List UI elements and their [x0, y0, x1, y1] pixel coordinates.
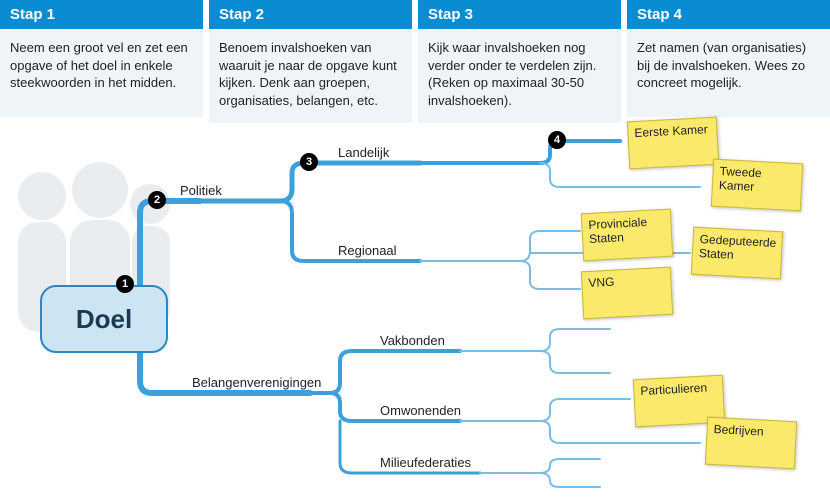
step-2: Stap 2 Benoem invalshoeken van waaruit j…: [209, 0, 412, 123]
sticky-eerste-kamer: Eerste Kamer: [627, 117, 719, 170]
branch-politiek: Politiek: [178, 183, 224, 198]
sticky-tweede-kamer: Tweede Kamer: [711, 159, 803, 212]
step-4: Stap 4 Zet namen (van organisaties) bij …: [627, 0, 830, 123]
sticky-vng: VNG: [581, 267, 673, 320]
root-node: Doel: [40, 285, 168, 353]
root-label: Doel: [76, 304, 132, 335]
branch-landelijk: Landelijk: [336, 145, 391, 160]
step-3-title: Stap 3: [418, 0, 621, 29]
step-1-body: Neem een groot vel en zet een opgave of …: [0, 29, 203, 117]
step-3: Stap 3 Kijk waar invalshoeken nog verder…: [418, 0, 621, 123]
sticky-bedrijven: Bedrijven: [705, 417, 797, 470]
sticky-prov-staten: Provinciale Staten: [581, 209, 673, 262]
steps-row: Stap 1 Neem een groot vel en zet een opg…: [0, 0, 830, 123]
step-2-body: Benoem invalshoeken van waaruit je naar …: [209, 29, 412, 123]
branch-milieu: Milieufederaties: [378, 455, 473, 470]
sticky-gedep-staten: Gedeputeerde Staten: [691, 227, 783, 280]
mindmap-diagram: Doel 1 2 3 4 Politiek Landelijk Regionaa…: [0, 123, 830, 503]
step-4-title: Stap 4: [627, 0, 830, 29]
step-2-title: Stap 2: [209, 0, 412, 29]
step-1-title: Stap 1: [0, 0, 203, 29]
step-4-body: Zet namen (van organisaties) bij de inva…: [627, 29, 830, 117]
step-3-body: Kijk waar invalshoeken nog verder onder …: [418, 29, 621, 123]
branch-vakbonden: Vakbonden: [378, 333, 447, 348]
branch-omwonenden: Omwonenden: [378, 403, 463, 418]
step-1: Stap 1 Neem een groot vel en zet een opg…: [0, 0, 203, 123]
branch-belangen: Belangenverenigingen: [190, 375, 323, 390]
branch-regionaal: Regionaal: [336, 243, 399, 258]
